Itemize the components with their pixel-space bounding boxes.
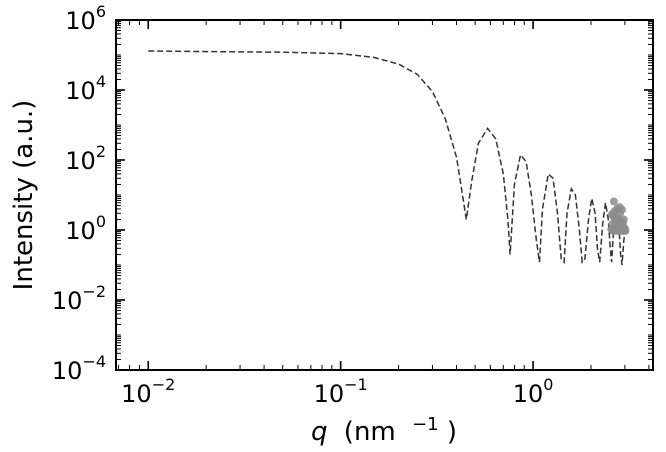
y-axis-label: Intensity (a.u.) bbox=[9, 100, 39, 291]
data-point bbox=[616, 209, 624, 218]
x-tick-label: 100 bbox=[513, 375, 554, 408]
y-tick-label: 106 bbox=[65, 2, 106, 35]
y-tick-label: 102 bbox=[65, 142, 106, 175]
data-point bbox=[618, 218, 627, 227]
x-axis-symbol: q bbox=[311, 417, 328, 447]
y-tick-label: 100 bbox=[65, 212, 106, 245]
axis-tick-labels: 10−2 10−1 100 106 104 102 100 10−2 10−4 bbox=[52, 2, 554, 408]
x-axis-label: q (nm −1 ) bbox=[311, 407, 457, 447]
data-point bbox=[609, 197, 618, 206]
data-point bbox=[621, 226, 630, 235]
plot-frame bbox=[115, 19, 654, 371]
y-tick-label: 10−2 bbox=[52, 282, 106, 315]
y-tick-label: 10−4 bbox=[52, 352, 106, 385]
x-axis-close: ) bbox=[447, 417, 457, 447]
data-point bbox=[611, 215, 620, 224]
x-tick-label: 10−2 bbox=[121, 375, 175, 408]
y-tick-label: 104 bbox=[65, 72, 106, 105]
x-axis-exponent: −1 bbox=[412, 414, 439, 435]
model-curve-line bbox=[148, 50, 627, 266]
data-series bbox=[148, 50, 630, 266]
x-tick-label: 10−1 bbox=[314, 375, 368, 408]
x-axis-unit: (nm bbox=[344, 417, 396, 447]
axis-ticks bbox=[116, 19, 653, 371]
